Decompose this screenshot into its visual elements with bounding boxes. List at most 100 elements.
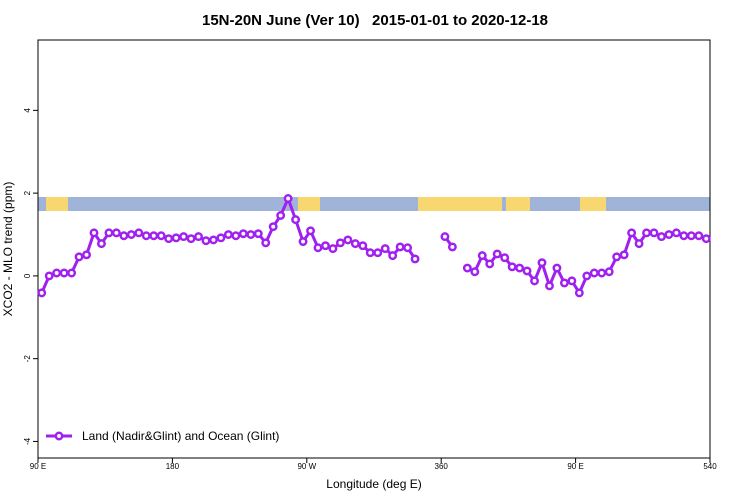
data-point [515,263,525,273]
data-point [119,231,129,241]
y-tick-label: -4 [23,437,32,445]
map-strip [38,197,710,211]
data-point [485,259,495,269]
data-point [298,237,308,247]
data-point [567,276,577,286]
land-patch [46,197,68,211]
x-tick-label: 540 [703,462,717,471]
data-point [246,230,256,239]
data-point [403,243,413,253]
data-point [634,239,644,249]
data-point [52,268,62,278]
data-point [664,230,674,239]
legend-swatch-marker [54,431,64,441]
data-point [582,271,592,281]
data-point [291,215,301,225]
data-point [686,231,696,241]
legend-label: Land (Nadir&Glint) and Ocean (Glint) [82,429,279,443]
data-point [679,231,689,241]
data-point [253,229,263,239]
data-point [522,266,532,276]
plot-frame [37,39,711,459]
x-tick-label: 90 W [297,462,316,471]
data-point [82,250,91,260]
data-point [261,238,271,248]
land-patch [506,197,530,211]
y-tick-label: 4 [23,108,32,113]
y-tick-label: 2 [23,190,32,195]
data-point [380,244,390,254]
data-point [134,228,144,238]
data-point [530,276,539,286]
data-point [500,253,510,263]
data-point [627,228,637,238]
data-point [649,228,659,238]
data-point [545,281,554,291]
data-point [373,248,383,258]
data-point [171,233,181,243]
data-point [328,244,338,254]
x-tick-label: 90 E [30,462,46,471]
data-point [335,238,345,248]
land-patch [298,197,320,211]
data-point [358,241,368,251]
data-point [283,194,293,203]
data-point [447,242,457,252]
data-point [231,231,241,241]
data-point [462,263,472,273]
ocean-band [38,197,710,211]
data-point [164,234,174,244]
y-tick-label: 0 [23,273,32,278]
chart-title: 15N-20N June (Ver 10) 2015-01-01 to 2020… [202,12,548,29]
data-point [597,268,607,278]
data-point [216,233,226,243]
data-point [97,239,106,249]
data-point [67,268,77,278]
data-point [141,231,151,241]
data-point [111,228,121,238]
data-point [671,228,681,238]
data-point [59,268,69,278]
data-point [343,235,353,245]
data-point [149,231,159,241]
land-patch [580,197,606,211]
data-point [238,229,248,239]
data-point [89,228,99,238]
data-point [209,235,218,245]
data-point [410,254,420,264]
data-point [388,251,398,261]
data-point [156,231,166,241]
data-point [642,228,651,238]
x-tick-label: 360 [435,462,449,471]
y-tick-label: -2 [23,355,32,363]
data-point [179,232,189,242]
data-point [74,252,84,262]
data-point [321,241,330,251]
y-axis-label: XCO2 - MLO trend (ppm) [1,182,15,317]
data-point [477,251,487,261]
data-point [552,263,562,273]
x-axis-label: Longitude (deg E) [326,477,421,491]
data-point [201,236,211,246]
x-tick-label: 90 E [567,462,583,471]
data-point [537,258,547,268]
data-point [126,230,136,239]
data-point [701,234,711,244]
data-point [350,239,360,249]
x-tick-label: 180 [166,462,180,471]
data-point [604,267,614,277]
data-point [276,211,286,220]
series-line [40,194,707,297]
land-patch [418,197,502,211]
data-point [492,249,502,259]
data-point [395,242,405,252]
data-point [694,231,704,241]
data-point [186,234,196,244]
data-point [612,252,622,262]
data-point [507,262,517,272]
data-point [589,268,599,278]
data-point [440,232,450,242]
data-point [619,250,629,260]
data-point [313,243,323,253]
